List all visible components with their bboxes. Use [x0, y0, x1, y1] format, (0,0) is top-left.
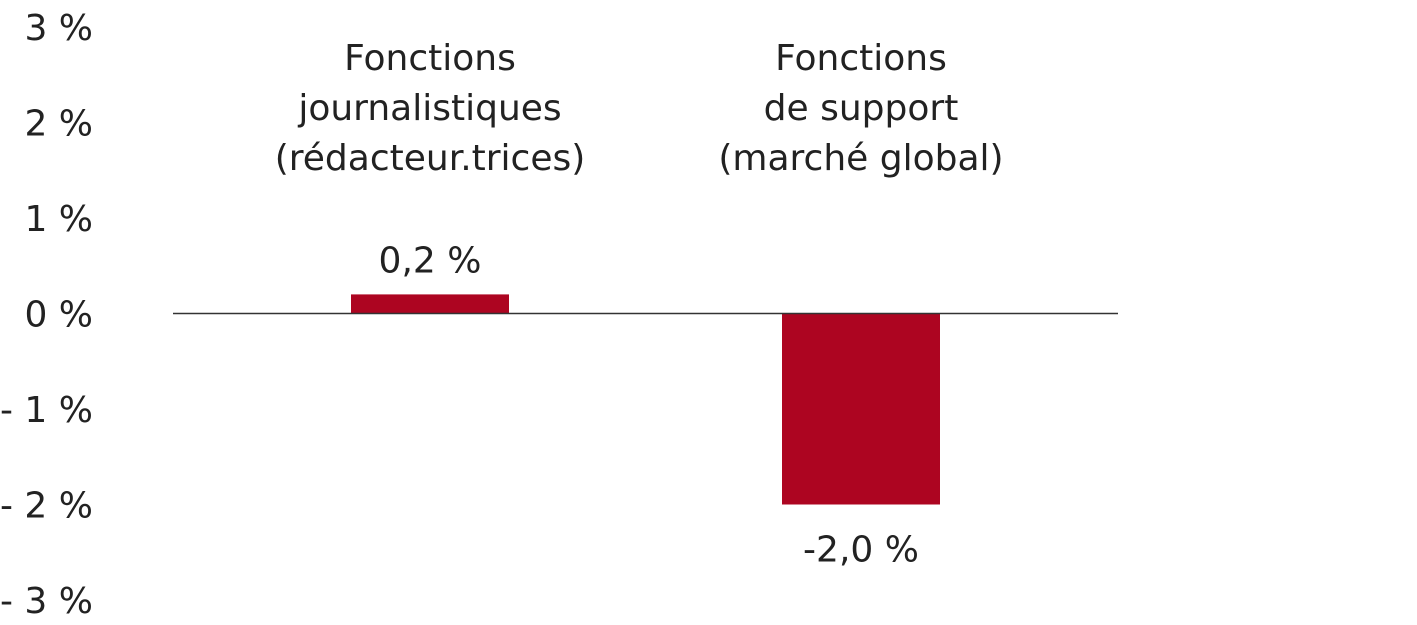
y-tick-label: 3 % — [24, 8, 93, 49]
category-label: Fonctions journalistiques (rédacteur.trice… — [275, 38, 586, 179]
y-tick-label: 0 % — [24, 295, 93, 336]
y-axis-ticks: 3 % 2 % 1 % 0 % - 1 % - 2 % - 3 % — [0, 8, 93, 622]
y-tick-label: - 1 % — [0, 390, 93, 431]
y-tick-label: 2 % — [24, 104, 93, 145]
bar — [782, 313, 940, 505]
bar — [351, 294, 509, 314]
value-labels: 0,2 % -2,0 % — [379, 240, 919, 570]
y-tick-label: 1 % — [24, 199, 93, 240]
data-label: 0,2 % — [379, 240, 482, 281]
data-label: -2,0 % — [803, 530, 919, 571]
category-labels: Fonctions journalistiques (rédacteur.trice… — [275, 38, 1004, 179]
y-tick-label: - 3 % — [0, 581, 93, 622]
category-label: Fonctions de support (marché global) — [718, 38, 1003, 179]
bars — [351, 294, 940, 505]
y-tick-label: - 2 % — [0, 486, 93, 527]
